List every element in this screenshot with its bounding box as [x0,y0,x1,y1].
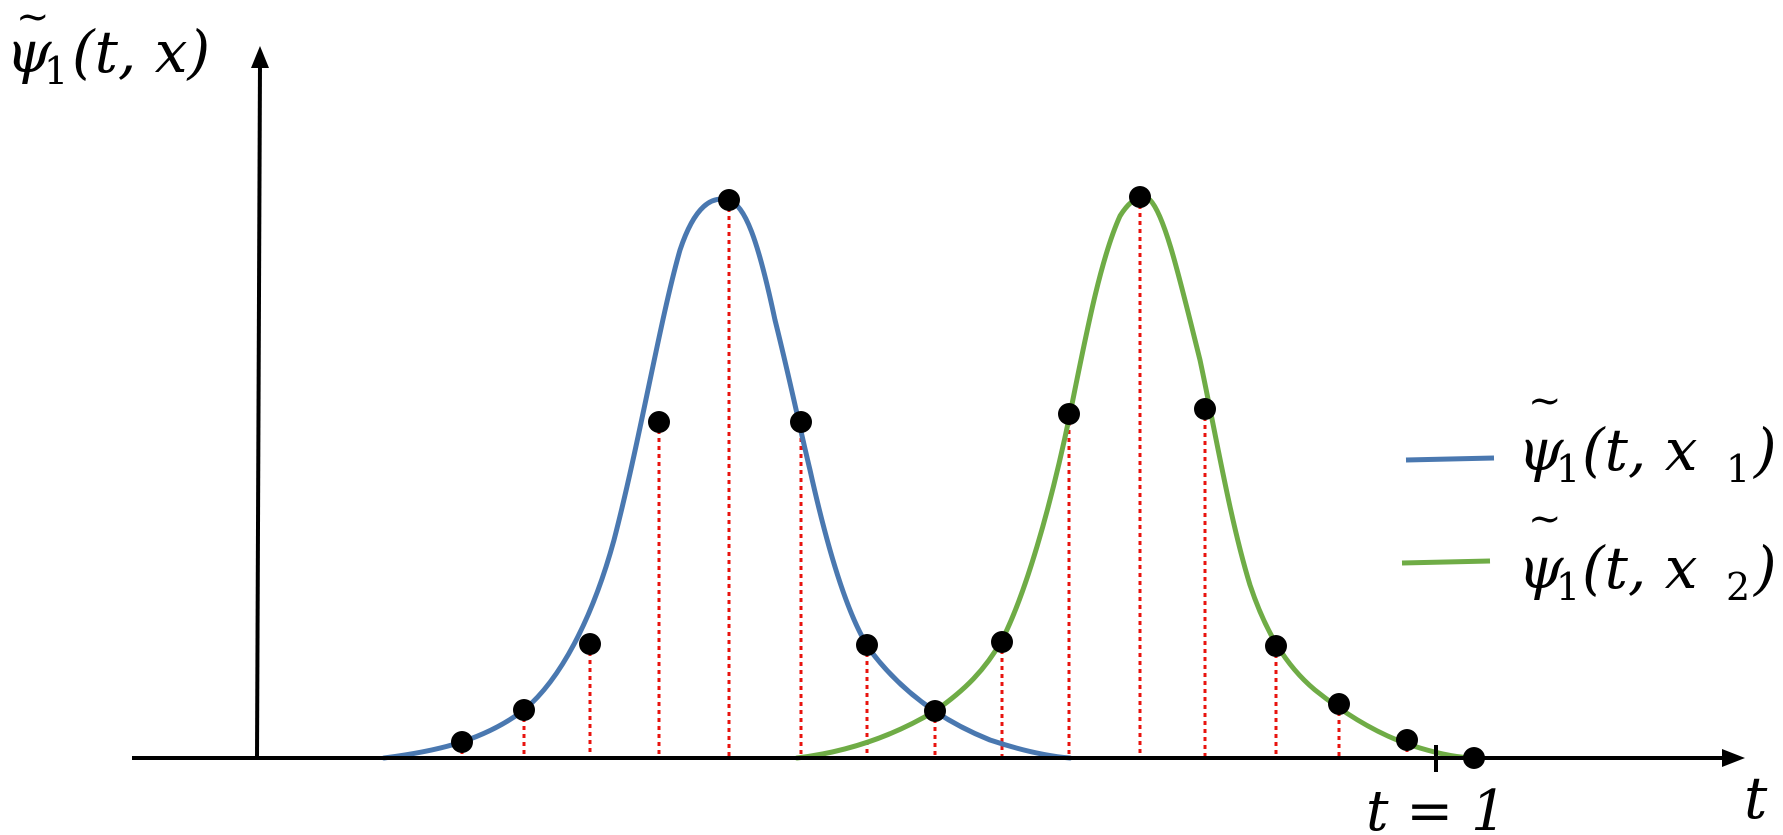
legend-args-head-1: (t, x [1582,416,1698,484]
value-axis-arrow [251,46,269,68]
blue-curve-sample-dot-3 [579,633,601,655]
value-axis [255,61,262,759]
green-curve-sample-dot-3 [1129,186,1151,208]
blue-curve-sample-dot-7 [856,634,878,656]
legend-sub-2: 1 [1556,565,1580,609]
blue-curve [381,196,1073,761]
legend-args-sub-1: 1 [1726,447,1750,491]
legend-sub-1: 1 [1556,447,1580,491]
curves [381,195,1479,761]
blue-curve-sample-dot-6 [790,411,812,433]
legend-args-tail-1: ) [1752,416,1777,484]
y-label-base: ψ [6,18,52,86]
legend-base-2: ψ [1518,534,1564,602]
legend-item-2: ~ ψ 1 (t, x 2 ) [1401,496,1777,609]
green-curve [794,195,1479,761]
legend: ~ ψ 1 (t, x 1 ) ~ ψ 1 (t, x 2 ) [1401,378,1777,609]
legend-item-1: ~ ψ 1 (t, x 1 ) [1405,378,1777,491]
green-curve-sample-dot-7 [1396,729,1418,751]
time-axis-arrow [1722,749,1745,767]
y-label-tilde: ~ [16,0,50,40]
y-label-args: (t, x) [72,18,210,86]
green-curve-sample-dot-6 [1328,693,1350,715]
green-curve-sample-dot-4 [1194,398,1216,420]
legend-swatch-2 [1401,558,1491,566]
green-curve-sample-dot-1 [991,631,1013,653]
legend-tilde-1: ~ [1528,378,1562,424]
legend-args-head-2: (t, x [1582,534,1698,602]
x-axis-label: t [1744,764,1768,832]
y-axis-label: ~ ψ 1 (t, x) [6,0,210,93]
green-curve-sample-dot-2 [1058,403,1080,425]
legend-args-sub-2: 2 [1726,565,1750,609]
legend-swatch-1 [1405,455,1495,463]
blue-curve-sample-dot-5 [718,189,740,211]
sample-dots [451,186,1485,769]
legend-args-tail-2: ) [1752,534,1777,602]
tick-label: t = 1 [1366,779,1507,835]
y-label-sub: 1 [44,49,68,93]
green-curve-sample-dot-5 [1265,635,1287,657]
blue-curve-sample-dot-4 [648,411,670,433]
green-curve-sample-dot-8 [1463,747,1485,769]
legend-tilde-2: ~ [1528,496,1562,542]
blue-curve-sample-dot-1 [451,731,473,753]
legend-base-1: ψ [1518,416,1564,484]
sample-lines [460,197,1409,758]
blue-curve-sample-dot-2 [513,699,535,721]
blue-curve-sample-dot-8 [924,700,946,722]
